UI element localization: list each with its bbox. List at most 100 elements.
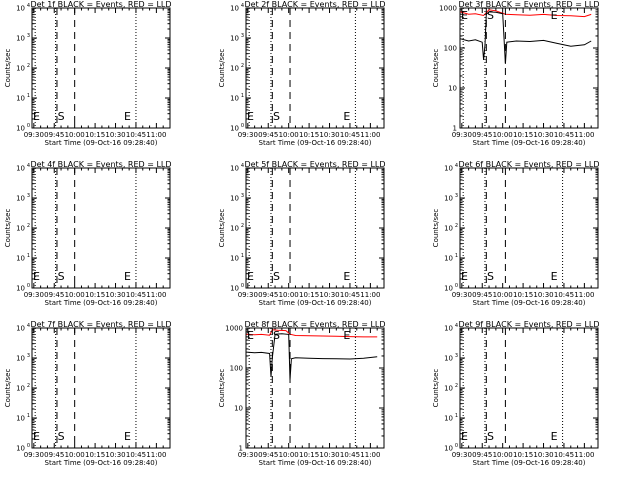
y-axis-label: Counts/sec — [218, 49, 226, 88]
x-tick-label: 09:45 — [44, 131, 64, 139]
start-marker-label: S — [273, 110, 280, 123]
x-tick-label: 10:45 — [126, 131, 146, 139]
plot-frame — [459, 7, 599, 129]
end-marker-label: E — [343, 110, 350, 123]
x-tick-label: 11:00 — [574, 451, 594, 459]
x-tick-label: 09:30 — [452, 131, 472, 139]
y-axis-label: Counts/sec — [4, 369, 12, 408]
y-tick-label: 10 — [230, 255, 239, 263]
x-tick-label: 11:00 — [360, 131, 380, 139]
y-tick-exponent: 2 — [27, 383, 30, 389]
x-tick-label: 10:30 — [319, 291, 339, 299]
y-tick-label: 10 — [16, 445, 25, 453]
x-tick-label: 09:45 — [472, 131, 492, 139]
y-tick-label: 10 — [230, 125, 239, 133]
x-tick-label: 10:15 — [299, 291, 319, 299]
left-marker-label: E — [33, 110, 40, 123]
y-tick-label: 10 — [230, 285, 239, 293]
x-tick-label: 10:45 — [554, 291, 574, 299]
y-tick-label: 10 — [16, 5, 25, 13]
start-marker-label: S — [273, 329, 280, 342]
y-tick-exponent: 1 — [27, 253, 30, 259]
plot-frame — [31, 7, 171, 129]
x-tick-label: 10:00 — [493, 131, 513, 139]
x-tick-label: 10:00 — [279, 451, 299, 459]
plot-frame — [459, 167, 599, 289]
y-tick-label: 1000 — [439, 5, 457, 13]
y-tick-label: 10 — [448, 85, 457, 93]
y-tick-label: 10 — [230, 65, 239, 73]
y-tick-label: 1 — [453, 125, 457, 133]
y-tick-exponent: 3 — [27, 353, 30, 359]
plot-frame — [31, 167, 171, 289]
start-marker-label: S — [487, 430, 494, 443]
y-tick-label: 10 — [16, 35, 25, 43]
x-tick-label: 10:00 — [493, 291, 513, 299]
y-tick-label: 10 — [230, 165, 239, 173]
x-axis-label: Start Time (09-Oct-16 09:28:40) — [45, 299, 158, 307]
x-tick-label: 11:00 — [574, 291, 594, 299]
y-tick-label: 10 — [230, 5, 239, 13]
y-tick-label: 10 — [230, 225, 239, 233]
end-marker-label: E — [124, 270, 131, 283]
y-tick-exponent: 0 — [27, 123, 30, 129]
x-tick-label: 10:15 — [299, 451, 319, 459]
y-tick-label: 10 — [16, 415, 25, 423]
x-tick-label: 09:30 — [24, 291, 44, 299]
x-tick-label: 11:00 — [360, 291, 380, 299]
y-tick-exponent: 0 — [241, 283, 244, 289]
panel-title: Det 1f BLACK = Events, RED = LLD — [30, 0, 171, 9]
y-tick-exponent: 3 — [241, 193, 244, 199]
x-tick-label: 09:30 — [238, 291, 258, 299]
y-tick-label: 10 — [16, 95, 25, 103]
y-tick-label: 10 — [16, 125, 25, 133]
x-tick-label: 10:30 — [533, 291, 553, 299]
lld-series-line — [460, 9, 592, 18]
y-tick-label: 10 — [444, 255, 453, 263]
y-tick-exponent: 3 — [27, 193, 30, 199]
x-tick-label: 10:00 — [65, 131, 85, 139]
y-tick-exponent: 4 — [455, 163, 458, 169]
x-tick-label: 10:15 — [513, 131, 533, 139]
x-tick-label: 10:15 — [299, 131, 319, 139]
x-tick-label: 11:00 — [360, 451, 380, 459]
x-tick-label: 10:30 — [319, 451, 339, 459]
x-axis-label: Start Time (09-Oct-16 09:28:40) — [259, 459, 372, 467]
x-tick-label: 10:45 — [340, 291, 360, 299]
events-series-line — [246, 333, 378, 381]
x-tick-label: 10:45 — [554, 451, 574, 459]
y-tick-exponent: 2 — [455, 383, 458, 389]
y-tick-exponent: 3 — [241, 33, 244, 39]
y-tick-label: 10 — [444, 355, 453, 363]
y-tick-label: 10 — [16, 165, 25, 173]
y-tick-label: 10 — [444, 285, 453, 293]
x-tick-label: 10:30 — [319, 131, 339, 139]
y-tick-label: 10 — [16, 195, 25, 203]
y-axis-label: Counts/sec — [4, 49, 12, 88]
left-marker-label: E — [247, 270, 254, 283]
x-tick-label: 11:00 — [146, 131, 166, 139]
y-tick-label: 10 — [16, 385, 25, 393]
y-axis-label: Counts/sec — [4, 209, 12, 248]
y-tick-exponent: 4 — [455, 323, 458, 329]
x-tick-label: 10:30 — [105, 131, 125, 139]
x-tick-label: 10:00 — [493, 451, 513, 459]
x-tick-label: 10:45 — [340, 131, 360, 139]
x-tick-label: 09:45 — [472, 291, 492, 299]
y-tick-label: 1000 — [225, 325, 243, 333]
y-tick-exponent: 0 — [27, 283, 30, 289]
y-tick-label: 10 — [16, 225, 25, 233]
y-tick-exponent: 1 — [241, 93, 244, 99]
start-marker-label: S — [487, 9, 494, 22]
left-marker-label: E — [247, 110, 254, 123]
y-tick-exponent: 3 — [27, 33, 30, 39]
x-axis-label: Start Time (09-Oct-16 09:28:40) — [473, 139, 586, 147]
x-tick-label: 10:15 — [85, 131, 105, 139]
x-axis-label: Start Time (09-Oct-16 09:28:40) — [45, 459, 158, 467]
y-axis-label: Counts/sec — [218, 209, 226, 248]
x-axis-label: Start Time (09-Oct-16 09:28:40) — [473, 299, 586, 307]
y-tick-exponent: 4 — [27, 323, 30, 329]
start-marker-label: S — [58, 110, 65, 123]
x-tick-label: 09:45 — [258, 131, 278, 139]
